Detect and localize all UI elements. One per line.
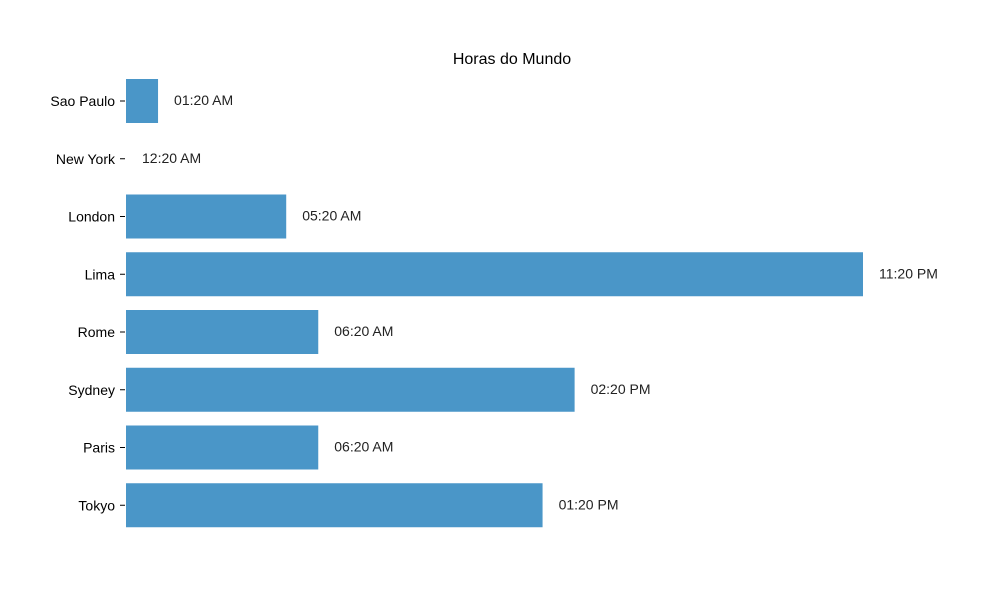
value-label-new-york: 12:20 AM [142,150,201,166]
value-label-paris: 06:20 AM [334,439,393,455]
y-tick-label-paris: Paris [83,440,115,456]
bar-sao-paulo [126,79,159,123]
y-tick-label-tokyo: Tokyo [78,497,115,513]
y-tick-label-london: London [68,209,115,225]
value-label-rome: 06:20 AM [334,323,393,339]
y-axis: Sao Paulo New York London Lima Rome Sydney Par… [50,93,125,513]
value-label-sao-paulo: 01:20 AM [174,92,233,108]
value-label-london: 05:20 AM [302,208,361,224]
value-label-sydney: 02:20 PM [591,381,651,397]
bar-london [126,194,287,239]
y-tick-label-sydney: Sydney [68,382,115,398]
value-label-lima: 11:20 PM [879,265,938,281]
bar-sydney [126,367,575,412]
y-tick-label-new-york: New York [56,151,116,167]
bar-paris [126,425,319,470]
value-labels-group: 01:20 AM 12:20 AM 05:20 AM 11:20 PM 06:20 AM… [142,92,938,512]
value-label-tokyo: 01:20 PM [559,496,619,512]
bar-rome [126,310,319,354]
bar-lima [126,252,863,297]
y-tick-label-rome: Rome [78,324,116,340]
y-tick-label-lima: Lima [85,266,116,282]
bar-tokyo [126,483,543,528]
bars-group [126,79,863,528]
chart-title: Horas do Mundo [453,51,571,68]
y-tick-label-sao-paulo: Sao Paulo [50,93,115,109]
